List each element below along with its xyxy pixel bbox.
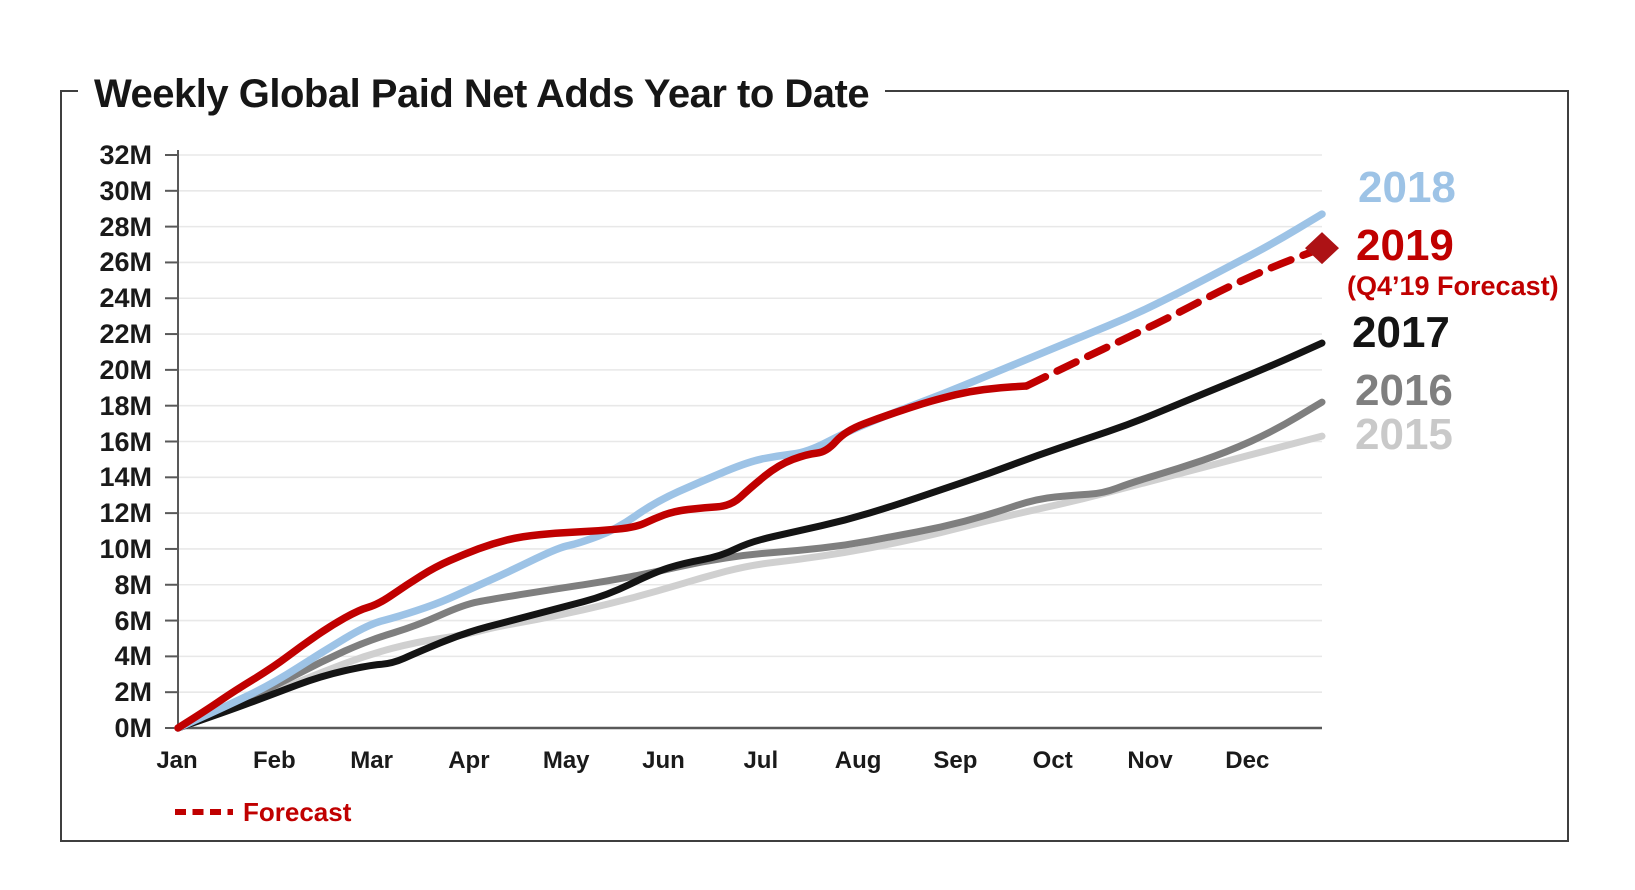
y-axis-tick-label: 0M [114, 713, 152, 743]
x-axis-month-label: Aug [834, 747, 882, 774]
x-axis-month-label: Jul [743, 747, 779, 774]
y-axis-tick-label: 10M [99, 533, 152, 564]
series-line-2019 [174, 382, 1031, 732]
y-axis-tick-label: 30M [99, 175, 152, 206]
x-axis-month-label: Feb [252, 747, 296, 774]
series-line-2019-forecast [1022, 244, 1326, 390]
series-label-2015: 2015 [1355, 410, 1453, 459]
y-axis-tick-label: 24M [99, 283, 152, 314]
y-axis-tick-label: 14M [99, 462, 152, 493]
series-label-2016: 2016 [1355, 366, 1453, 415]
x-axis-month-label: Jan [156, 747, 198, 774]
y-axis-tick-label: 6M [114, 605, 152, 636]
series-line-2018 [174, 210, 1326, 732]
series-label-2017: 2017 [1352, 308, 1450, 357]
chart-title: Weekly Global Paid Net Adds Year to Date [78, 68, 886, 120]
x-axis-month-label: Nov [1127, 747, 1173, 774]
x-axis-month-label: Jun [642, 747, 685, 774]
x-axis-month-label: Dec [1225, 747, 1270, 774]
series-label-q419forecast: (Q4’19 Forecast) [1347, 271, 1559, 301]
y-axis-tick-label: 16M [99, 426, 152, 457]
y-axis-tick-label: 28M [99, 211, 152, 242]
y-axis-tick-label: 12M [99, 498, 152, 529]
series-label-2018: 2018 [1358, 163, 1456, 212]
x-axis-month-label: Oct [1032, 747, 1073, 774]
y-axis-tick-label: 26M [99, 247, 152, 278]
x-axis-month-label: Sep [933, 747, 978, 774]
x-axis-month-label: May [542, 747, 590, 774]
y-axis-tick-label: 32M [99, 140, 152, 170]
y-axis-tick-label: 18M [99, 390, 152, 421]
y-axis-tick-label: 4M [114, 641, 152, 672]
series-line-2016 [174, 398, 1326, 732]
x-axis-month-label: Apr [448, 747, 490, 774]
y-axis-tick-label: 8M [114, 569, 152, 600]
forecast-diamond-marker [1305, 232, 1339, 265]
series-line-2017 [174, 339, 1326, 732]
y-axis-tick-label: 20M [99, 354, 152, 385]
x-axis-month-label: Mar [350, 747, 393, 774]
y-axis-tick-label: 22M [99, 319, 152, 350]
forecast-legend-label: Forecast [243, 797, 352, 827]
series-label-2019: 2019 [1356, 221, 1454, 270]
y-axis-tick-label: 2M [114, 677, 152, 708]
